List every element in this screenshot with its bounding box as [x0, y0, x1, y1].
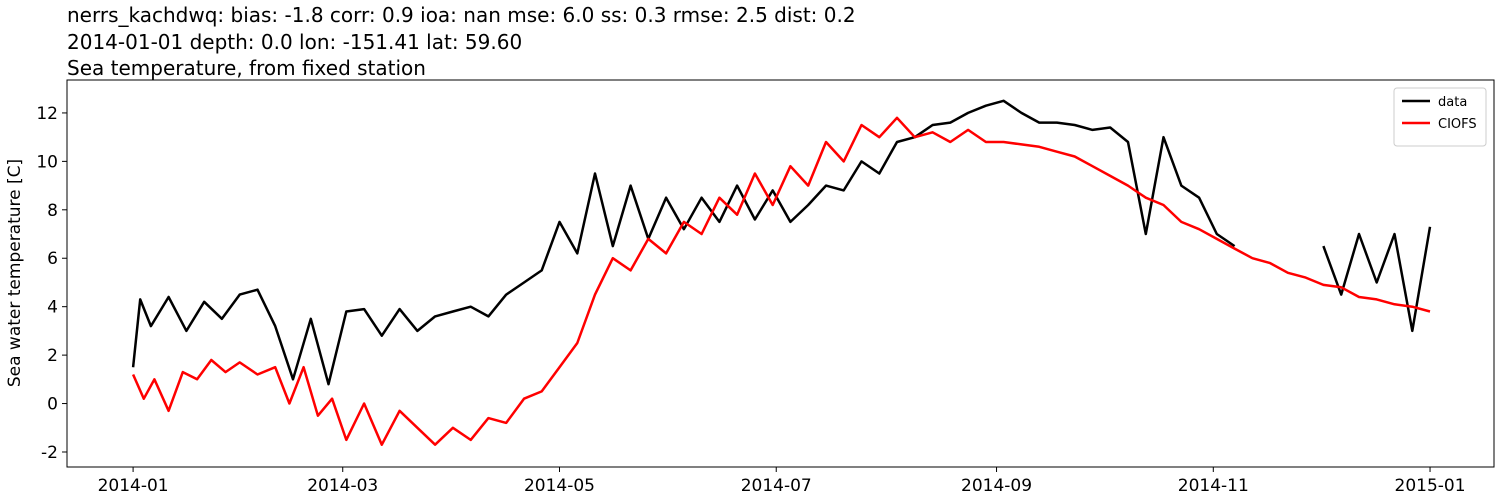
chart-title: nerrs_kachdwq: bias: -1.8 corr: 0.9 ioa:…: [67, 3, 856, 27]
chart-subtitle: 2014-01-01 depth: 0.0 lon: -151.41 lat: …: [67, 30, 522, 54]
y-tick-label: 4: [47, 298, 58, 318]
chart-subtitle: Sea temperature, from fixed station: [67, 56, 426, 80]
y-tick-label: 12: [36, 104, 58, 124]
y-tick-label: 8: [47, 201, 58, 221]
x-tick-label: 2014-09: [961, 476, 1032, 496]
y-axis-label: Sea water temperature [C]: [5, 159, 25, 387]
y-tick-label: 0: [47, 395, 58, 415]
y-tick-label: 10: [36, 152, 58, 172]
x-tick-label: 2014-07: [741, 476, 812, 496]
x-tick-label: 2014-11: [1178, 476, 1249, 496]
series-line: [131, 99, 1432, 386]
series-line: [131, 116, 1431, 446]
legend-box: [1393, 87, 1487, 147]
y-tick-label: 6: [47, 249, 58, 269]
x-tick-label: 2015-01: [1395, 476, 1466, 496]
x-tick-label: 2014-01: [98, 476, 169, 496]
x-tick-label: 2014-05: [524, 476, 595, 496]
y-tick-label: -2: [41, 443, 58, 463]
legend-label: data: [1438, 95, 1467, 110]
x-tick-label: 2014-03: [307, 476, 378, 496]
plot-frame: [66, 79, 1495, 468]
y-tick-label: 2: [47, 346, 58, 366]
legend-label: CIOFS: [1438, 117, 1477, 132]
